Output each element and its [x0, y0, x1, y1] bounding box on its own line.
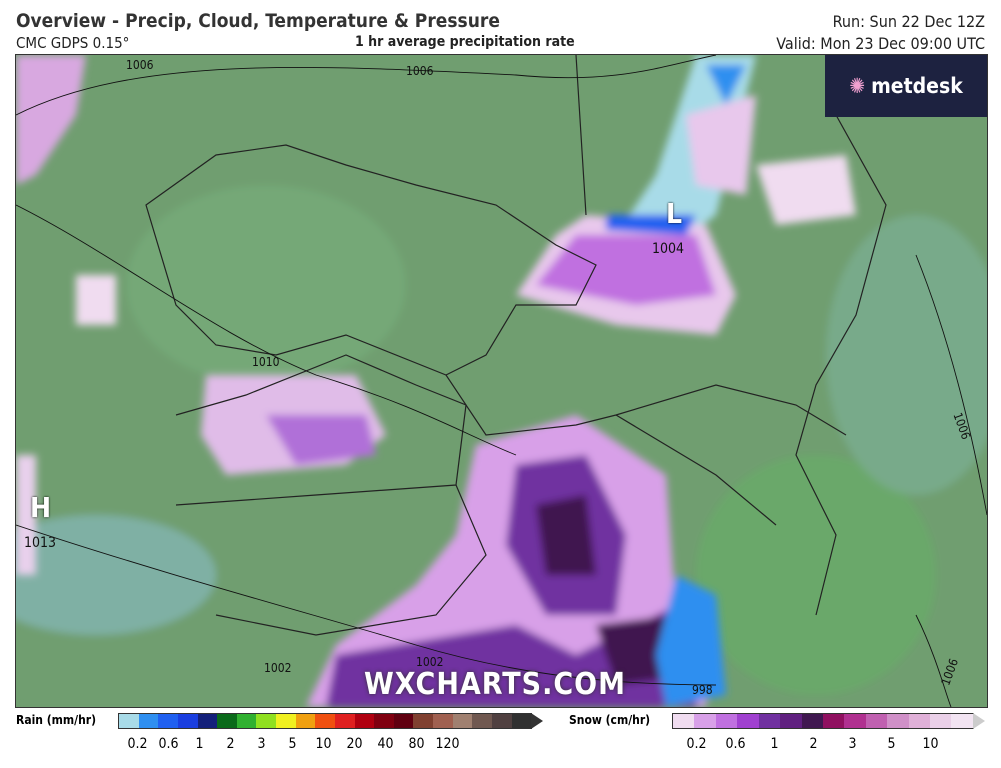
snow-tick-label: 5	[887, 736, 896, 752]
snow-color-swatch	[951, 714, 973, 728]
snow-ticks: 0.2 0.6 1 2 3 5 10	[677, 736, 950, 752]
isobar-label: 998	[692, 683, 713, 697]
rain-tick-label: 80	[408, 736, 425, 752]
rain-color-swatch	[491, 714, 512, 728]
rain-tick-label: 2	[226, 736, 235, 752]
snow-tick-label: 10	[922, 736, 939, 752]
snow-color-swatch	[822, 714, 845, 728]
high-pressure-marker: H	[30, 491, 52, 524]
isobar-label: 1002	[416, 655, 444, 669]
rain-color-swatch	[295, 714, 316, 728]
snow-tick-label: 2	[809, 736, 818, 752]
precipitation	[16, 55, 856, 707]
rain-color-swatch	[138, 714, 159, 728]
isobars	[16, 55, 987, 707]
rain-color-swatch	[511, 714, 532, 728]
isobar-label: 1010	[252, 355, 280, 369]
snow-tick-label: 0.2	[686, 736, 707, 752]
chart-subtitle: 1 hr average precipitation rate	[355, 34, 575, 50]
snow-tick-label: 3	[848, 736, 857, 752]
map-layer	[16, 55, 987, 707]
rain-legend-label: Rain (mm/hr)	[16, 713, 97, 727]
rain-color-swatch	[393, 714, 414, 728]
rain-colorbar-arrow	[531, 713, 543, 729]
snow-tick-label: 1	[770, 736, 779, 752]
snow-color-swatch	[908, 714, 931, 728]
rain-tick-label: 5	[288, 736, 297, 752]
snow-color-swatch	[801, 714, 823, 728]
snow-color-swatch	[865, 714, 888, 728]
isobar-label: 1006	[406, 64, 434, 78]
snow-color-swatch	[758, 714, 781, 728]
run-time: Run: Sun 22 Dec 12Z	[832, 12, 985, 31]
snow-colorbar	[672, 713, 974, 729]
rain-color-swatch	[452, 714, 473, 728]
rain-tick-label: 0.6	[158, 736, 179, 752]
rain-color-swatch	[472, 714, 492, 728]
snow-color-swatch	[673, 714, 695, 728]
rain-color-swatch	[334, 714, 355, 728]
rain-colorbar	[118, 713, 532, 729]
low-pressure-marker: L	[666, 197, 683, 230]
logo-text: metdesk	[871, 74, 963, 98]
rain-color-swatch	[177, 714, 198, 728]
snow-color-swatch	[844, 714, 866, 728]
rain-color-swatch	[217, 714, 237, 728]
chart-title: Overview - Precip, Cloud, Temperature & …	[16, 10, 500, 32]
snow-color-swatch	[780, 714, 802, 728]
rain-color-swatch	[119, 714, 139, 728]
rain-color-swatch	[433, 714, 453, 728]
metdesk-logo: ✺ metdesk	[825, 55, 987, 117]
rain-color-swatch	[276, 714, 296, 728]
snow-color-swatch	[930, 714, 952, 728]
snow-color-swatch	[715, 714, 738, 728]
low-pressure-value: 1004	[652, 241, 685, 257]
rain-ticks: 0.2 0.6 1 2 3 5 10 20 40 80 120	[122, 736, 463, 752]
snow-legend-label: Snow (cm/hr)	[569, 713, 651, 727]
rain-tick-label: 120	[435, 736, 460, 752]
rain-color-swatch	[236, 714, 257, 728]
snow-colorbar-arrow	[973, 713, 985, 729]
rain-color-swatch	[354, 714, 375, 728]
rain-tick-label: 1	[195, 736, 204, 752]
model-name: CMC GDPS 0.15°	[16, 34, 130, 52]
rain-tick-label: 40	[377, 736, 394, 752]
rain-tick-label: 10	[315, 736, 332, 752]
borders	[145, 55, 887, 636]
rain-color-swatch	[315, 714, 335, 728]
rain-color-swatch	[158, 714, 178, 728]
rain-color-swatch	[374, 714, 394, 728]
rain-color-swatch	[197, 714, 218, 728]
snow-color-swatch	[737, 714, 759, 728]
snow-color-swatch	[887, 714, 909, 728]
rain-tick-label: 3	[257, 736, 266, 752]
isobar-label: 1002	[264, 661, 292, 675]
sunburst-icon: ✺	[849, 74, 866, 98]
rain-color-swatch	[413, 714, 433, 728]
rain-color-swatch	[256, 714, 276, 728]
watermark: WXCHARTS.COM	[364, 667, 626, 702]
snow-color-swatch	[694, 714, 716, 728]
rain-tick-label: 0.2	[127, 736, 148, 752]
high-pressure-value: 1013	[24, 535, 57, 551]
weather-map[interactable]: 1006 1006 1010 1006 1002 1002 998 1006 L…	[15, 54, 988, 708]
rain-tick-label: 20	[346, 736, 363, 752]
snow-tick-label: 0.6	[725, 736, 746, 752]
isobar-label: 1006	[126, 58, 154, 72]
valid-time: Valid: Mon 23 Dec 09:00 UTC	[776, 34, 985, 53]
